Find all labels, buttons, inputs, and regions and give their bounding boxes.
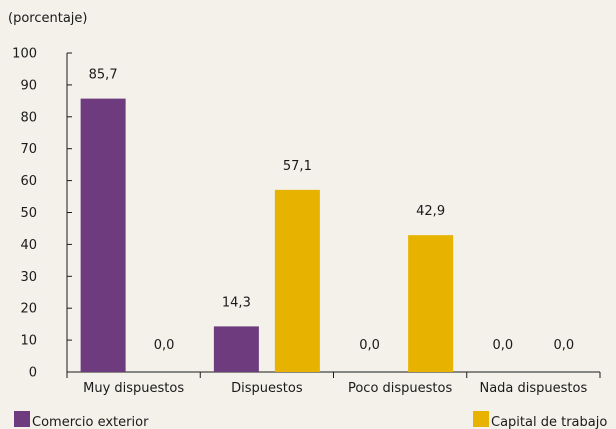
y-tick-label: 0 bbox=[29, 366, 37, 381]
y-tick-label: 40 bbox=[20, 238, 37, 253]
y-tick-label: 60 bbox=[20, 174, 37, 189]
legend-item: Capital de trabajo bbox=[473, 411, 607, 429]
legend-label: Comercio exterior bbox=[32, 415, 149, 429]
data-label: 0,0 bbox=[493, 338, 514, 353]
y-tick-label: 10 bbox=[20, 334, 37, 349]
bars bbox=[80, 98, 454, 372]
data-label: 14,3 bbox=[222, 295, 251, 310]
bar bbox=[408, 235, 454, 372]
data-label: 85,7 bbox=[89, 68, 118, 83]
x-tick-label: Muy dispuestos bbox=[83, 381, 184, 396]
data-labels: 85,7 0,0 14,3 57,1 0,0 42,9 0,0 0,0 bbox=[89, 68, 575, 353]
x-tick-label: Dispuestos bbox=[231, 381, 303, 396]
legend-item: Comercio exterior bbox=[14, 411, 149, 429]
bar bbox=[213, 326, 259, 372]
y-axis: 0 10 20 30 40 50 60 70 80 90 100 bbox=[12, 47, 72, 381]
bar bbox=[80, 98, 126, 372]
data-label: 0,0 bbox=[359, 338, 380, 353]
y-tick-label: 70 bbox=[20, 142, 37, 157]
x-axis: Muy dispuestos Dispuestos Poco dispuestos N… bbox=[66, 371, 601, 396]
data-label: 0,0 bbox=[154, 338, 175, 353]
y-tick-label: 100 bbox=[12, 47, 37, 62]
legend-swatch bbox=[14, 411, 30, 427]
data-label: 42,9 bbox=[416, 204, 445, 219]
y-tick-label: 30 bbox=[20, 270, 37, 285]
y-tick-label: 80 bbox=[20, 110, 37, 125]
x-tick-label: Poco dispuestos bbox=[348, 381, 453, 396]
y-axis-label: (porcentaje) bbox=[8, 11, 87, 26]
y-tick-label: 50 bbox=[20, 206, 37, 221]
y-tick-label: 90 bbox=[20, 78, 37, 93]
y-tick-label: 20 bbox=[20, 302, 37, 317]
legend: Comercio exterior Capital de trabajo bbox=[14, 411, 607, 429]
bar bbox=[274, 189, 320, 372]
legend-swatch bbox=[473, 411, 489, 427]
x-tick-label: Nada dispuestos bbox=[479, 381, 587, 396]
data-label: 0,0 bbox=[554, 338, 575, 353]
legend-label: Capital de trabajo bbox=[491, 415, 607, 429]
data-label: 57,1 bbox=[283, 159, 312, 174]
